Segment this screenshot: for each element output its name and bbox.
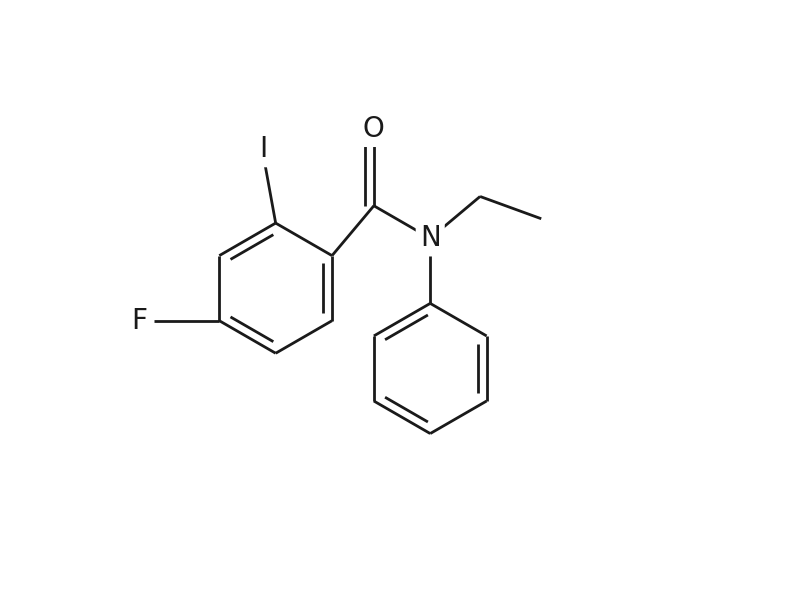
Text: N: N: [420, 224, 440, 253]
Text: I: I: [260, 135, 268, 163]
Text: O: O: [363, 115, 385, 143]
Text: F: F: [132, 307, 147, 335]
